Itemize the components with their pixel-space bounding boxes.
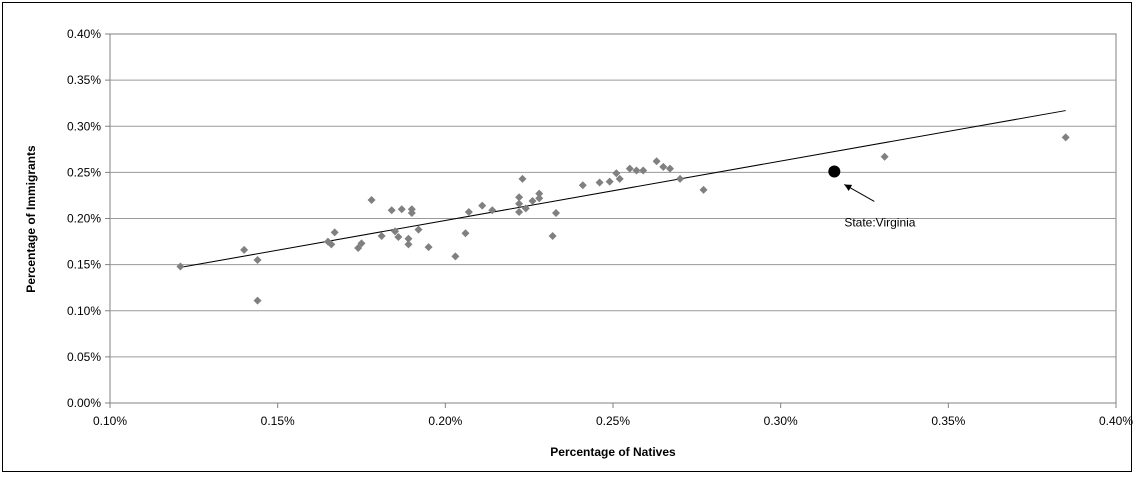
- data-point: [407, 205, 416, 214]
- data-point: [461, 229, 470, 238]
- data-point: [387, 206, 396, 215]
- data-point: [535, 194, 544, 203]
- y-axis-ticks: 0.00% 0.05% 0.10% 0.15% 0.20% 0.25% 0.30% 0.35%…: [67, 27, 110, 410]
- data-point: [464, 208, 473, 217]
- data-point: [397, 205, 406, 214]
- data-point: [515, 199, 524, 208]
- data-point: [1061, 133, 1070, 142]
- data-point: [676, 174, 685, 183]
- y-tick-label: 0.15%: [67, 258, 101, 272]
- x-tick-label: 0.40%: [1099, 414, 1133, 428]
- x-axis-ticks: 0.10% 0.15% 0.20% 0.25% 0.30% 0.35% 0.40%: [93, 403, 1133, 428]
- x-tick-label: 0.35%: [931, 414, 965, 428]
- data-point: [515, 208, 524, 217]
- data-point: [659, 162, 668, 171]
- data-point: [240, 245, 249, 254]
- data-point: [391, 227, 400, 236]
- data-point: [518, 174, 527, 183]
- data-point: [666, 164, 675, 173]
- x-tick-label: 0.15%: [261, 414, 295, 428]
- x-tick-label: 0.25%: [596, 414, 630, 428]
- data-point: [612, 169, 621, 178]
- data-point: [377, 232, 386, 241]
- data-point: [414, 225, 423, 234]
- y-tick-label: 0.40%: [67, 27, 101, 41]
- data-points: [176, 133, 1070, 305]
- data-point: [253, 296, 262, 305]
- data-point: [451, 252, 460, 261]
- data-point: [478, 201, 487, 210]
- data-point: [357, 239, 366, 248]
- data-point: [330, 228, 339, 237]
- data-point: [595, 178, 604, 187]
- y-tick-label: 0.30%: [67, 119, 101, 133]
- x-tick-label: 0.30%: [764, 414, 798, 428]
- data-point: [615, 174, 624, 183]
- annotation-label: State:Virginia: [844, 215, 915, 229]
- data-point: [578, 181, 587, 190]
- highlight-point: [828, 165, 841, 178]
- y-tick-label: 0.35%: [67, 73, 101, 87]
- x-tick-label: 0.10%: [93, 414, 127, 428]
- data-point: [652, 157, 661, 166]
- data-point: [367, 196, 376, 205]
- data-point: [404, 234, 413, 243]
- data-point: [548, 232, 557, 241]
- data-point: [404, 240, 413, 249]
- data-point: [528, 196, 537, 205]
- y-tick-label: 0.00%: [67, 396, 101, 410]
- y-tick-label: 0.25%: [67, 165, 101, 179]
- chart-frame: 0.00% 0.05% 0.10% 0.15% 0.20% 0.25% 0.30% 0.35%…: [2, 2, 1133, 472]
- data-point: [521, 204, 530, 213]
- data-point: [424, 243, 433, 252]
- data-point: [488, 206, 497, 215]
- y-tick-label: 0.20%: [67, 212, 101, 226]
- data-point: [605, 177, 614, 186]
- scatter-chart: 0.00% 0.05% 0.10% 0.15% 0.20% 0.25% 0.30% 0.35%…: [24, 27, 1133, 459]
- y-tick-label: 0.05%: [67, 350, 101, 364]
- data-point: [253, 256, 262, 265]
- gridlines: [110, 79, 1116, 358]
- data-point: [639, 166, 648, 175]
- highlight-layer: State:Virginia: [828, 165, 916, 229]
- annotation-arrowhead: [844, 184, 853, 191]
- x-axis-title: Percentage of Natives: [550, 445, 676, 459]
- data-point: [551, 208, 560, 217]
- data-point: [394, 232, 403, 241]
- y-tick-label: 0.10%: [67, 304, 101, 318]
- data-point: [327, 240, 336, 249]
- data-point: [625, 164, 634, 173]
- data-point: [515, 193, 524, 202]
- x-tick-label: 0.20%: [428, 414, 462, 428]
- data-point: [880, 152, 889, 161]
- data-point: [699, 185, 708, 194]
- y-axis-title: Percentage of Immigrants: [24, 145, 38, 293]
- data-point: [632, 166, 641, 175]
- data-point: [535, 189, 544, 198]
- data-point: [176, 262, 185, 271]
